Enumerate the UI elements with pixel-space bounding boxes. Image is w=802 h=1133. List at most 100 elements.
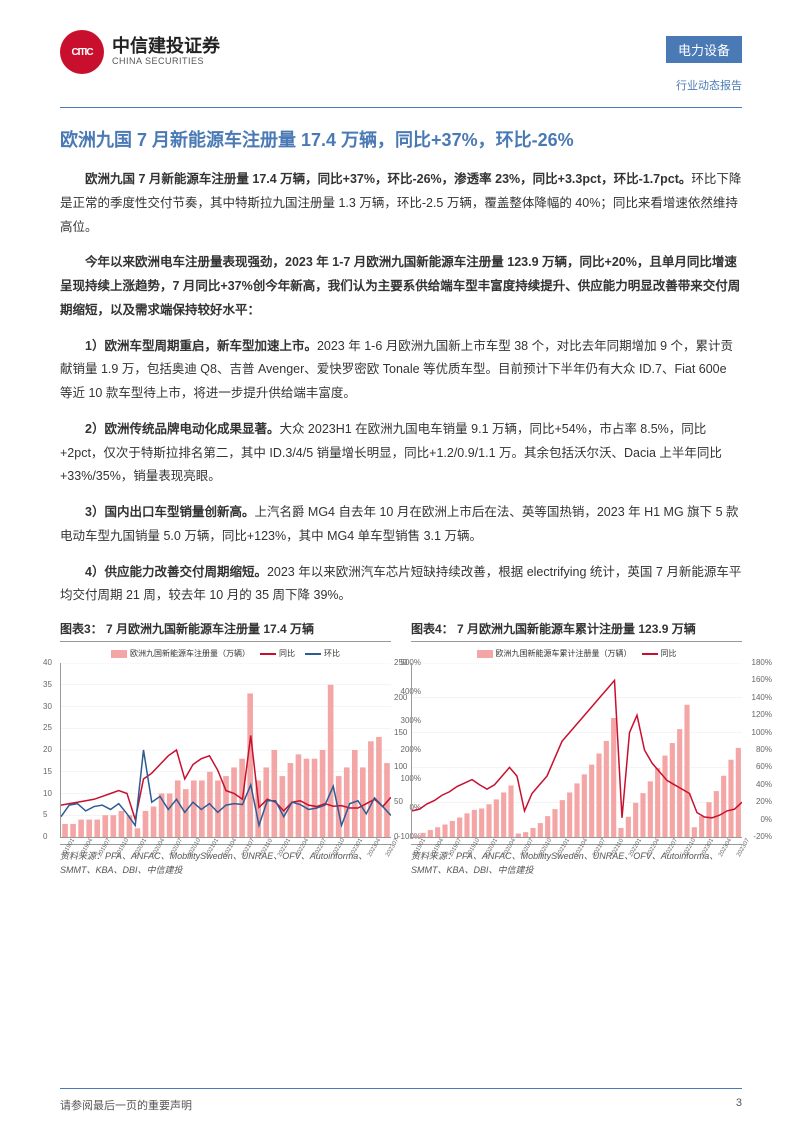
x-tick: 202110 xyxy=(259,850,267,858)
company-name-cn: 中信建投证券 xyxy=(112,37,220,57)
x-tick: 202207 xyxy=(313,850,321,858)
y-left-tick: 0 xyxy=(394,832,398,841)
footer-divider xyxy=(60,1088,742,1089)
y-right-tick: 120% xyxy=(752,710,772,719)
y-right-tick: 100% xyxy=(752,728,772,737)
x-tick: 202010 xyxy=(538,850,546,858)
chart-3-block: 图表3： 7 月欧洲九国新能源车注册量 17.4 万辆 欧洲九国新能源车注册量（… xyxy=(60,620,391,878)
y-right-tick: 20% xyxy=(756,797,772,806)
x-tick: 202007 xyxy=(520,850,528,858)
legend-swatch xyxy=(111,650,127,658)
x-tick: 201907 xyxy=(448,850,456,858)
legend-swatch xyxy=(642,653,658,655)
company-logo-block: CITIC 中信建投证券 CHINA SECURITIES xyxy=(60,30,220,74)
y-left-tick: 25 xyxy=(43,723,52,732)
y-left-tick: 250 xyxy=(394,658,407,667)
paragraph: 2）欧洲传统品牌电动化成果显著。大众 2023H1 在欧洲九国电车销量 9.1 … xyxy=(60,418,742,489)
legend-label: 同比 xyxy=(279,648,295,659)
page-header: CITIC 中信建投证券 CHINA SECURITIES 电力设备 行业动态报… xyxy=(0,0,802,103)
x-tick: 202204 xyxy=(295,850,303,858)
chart-4-title: 图表4： 7 月欧洲九国新能源车累计注册量 123.9 万辆 xyxy=(411,620,742,642)
x-tick: 202110 xyxy=(610,850,618,858)
x-tick: 202010 xyxy=(187,850,195,858)
header-right: 电力设备 行业动态报告 xyxy=(666,30,742,93)
chart-3-title: 图表3： 7 月欧洲九国新能源车注册量 17.4 万辆 xyxy=(60,620,391,642)
paragraph: 3）国内出口车型销量创新高。上汽名爵 MG4 自去年 10 月在欧洲上市后在法、… xyxy=(60,501,742,549)
x-tick: 202204 xyxy=(646,850,654,858)
x-tick: 202210 xyxy=(682,850,690,858)
chart-svg xyxy=(61,663,391,837)
legend-label: 同比 xyxy=(661,648,677,659)
x-tick: 202104 xyxy=(223,850,231,858)
x-tick: 201901 xyxy=(61,850,69,858)
paragraph-bold: 3）国内出口车型销量创新高。 xyxy=(85,505,254,519)
legend-item: 欧洲九国新能源车累计注册量（万辆） xyxy=(477,648,632,659)
y-left-tick: 150 xyxy=(394,728,407,737)
x-tick: 202004 xyxy=(502,850,510,858)
page-number: 3 xyxy=(736,1097,742,1113)
footer-disclaimer: 请参阅最后一页的重要声明 xyxy=(60,1097,192,1113)
x-tick: 202001 xyxy=(484,850,492,858)
y-left-tick: 15 xyxy=(43,767,52,776)
y-left-tick: 20 xyxy=(43,745,52,754)
y-left-tick: 10 xyxy=(43,789,52,798)
legend-label: 欧洲九国新能源车注册量（万辆） xyxy=(130,648,250,659)
legend-label: 环比 xyxy=(324,648,340,659)
x-tick: 202307 xyxy=(736,850,744,858)
logo-text: 中信建投证券 CHINA SECURITIES xyxy=(112,37,220,67)
paragraph-bold: 今年以来欧洲电车注册量表现强劲，2023 年 1-7 月欧洲九国新能源车注册量 … xyxy=(60,255,740,317)
x-axis-labels: 2019012019042019072019102020012020042020… xyxy=(61,855,391,861)
logo-icon: CITIC xyxy=(60,30,104,74)
y-right-tick: 80% xyxy=(756,745,772,754)
y-right-tick: 40% xyxy=(756,780,772,789)
report-type-label: 行业动态报告 xyxy=(666,77,742,93)
legend-swatch xyxy=(260,653,276,655)
legend-swatch xyxy=(477,650,493,658)
x-tick: 202201 xyxy=(277,850,285,858)
legend-swatch xyxy=(305,653,321,655)
x-tick: 201910 xyxy=(466,850,474,858)
paragraph: 今年以来欧洲电车注册量表现强劲，2023 年 1-7 月欧洲九国新能源车注册量 … xyxy=(60,251,742,322)
x-tick: 202001 xyxy=(133,850,141,858)
paragraph: 1）欧洲车型周期重启，新车型加速上市。2023 年 1-6 月欧洲九国新上市车型… xyxy=(60,335,742,406)
legend-item: 同比 xyxy=(260,648,295,659)
y-left-tick: 40 xyxy=(43,658,52,667)
x-tick: 202210 xyxy=(331,850,339,858)
y-left-tick: 200 xyxy=(394,693,407,702)
x-tick: 202201 xyxy=(628,850,636,858)
logo-inner-text: CITIC xyxy=(71,47,92,58)
x-tick: 202101 xyxy=(205,850,213,858)
x-tick: 202301 xyxy=(349,850,357,858)
legend-label: 欧洲九国新能源车累计注册量（万辆） xyxy=(496,648,632,659)
y-left-tick: 100 xyxy=(394,762,407,771)
x-tick: 202004 xyxy=(151,850,159,858)
chart-3-legend: 欧洲九国新能源车注册量（万辆） 同比 环比 xyxy=(60,648,391,659)
y-right-tick: 60% xyxy=(756,762,772,771)
x-tick: 201910 xyxy=(115,850,123,858)
chart-3-area: 0510152025303540-100%0%100%200%300%400%5… xyxy=(60,663,391,838)
y-right-tick: -20% xyxy=(753,832,772,841)
x-tick: 202304 xyxy=(718,850,726,858)
x-tick: 202107 xyxy=(241,850,249,858)
paragraph-bold: 1）欧洲车型周期重启，新车型加速上市。 xyxy=(85,339,317,353)
paragraph: 欧洲九国 7 月新能源车注册量 17.4 万辆，同比+37%，环比-26%，渗透… xyxy=(60,168,742,239)
x-tick: 202101 xyxy=(556,850,564,858)
chart-svg xyxy=(412,663,742,837)
paragraphs-container: 欧洲九国 7 月新能源车注册量 17.4 万辆，同比+37%，环比-26%，渗透… xyxy=(60,168,742,608)
y-right-tick: 180% xyxy=(752,658,772,667)
chart-4-legend: 欧洲九国新能源车累计注册量（万辆） 同比 xyxy=(411,648,742,659)
x-tick: 202007 xyxy=(169,850,177,858)
x-tick: 202207 xyxy=(664,850,672,858)
x-tick: 201901 xyxy=(412,850,420,858)
x-tick: 202107 xyxy=(592,850,600,858)
sector-tag: 电力设备 xyxy=(666,36,742,63)
x-tick: 202304 xyxy=(367,850,375,858)
page-title: 欧洲九国 7 月新能源车注册量 17.4 万辆，同比+37%，环比-26% xyxy=(60,126,742,152)
x-axis-labels: 2019012019042019072019102020012020042020… xyxy=(412,855,742,861)
x-tick: 201907 xyxy=(97,850,105,858)
x-tick: 201904 xyxy=(430,850,438,858)
legend-item: 同比 xyxy=(642,648,677,659)
y-left-tick: 5 xyxy=(43,810,47,819)
legend-item: 环比 xyxy=(305,648,340,659)
paragraph-bold: 欧洲九国 7 月新能源车注册量 17.4 万辆，同比+37%，环比-26%，渗透… xyxy=(85,172,691,186)
